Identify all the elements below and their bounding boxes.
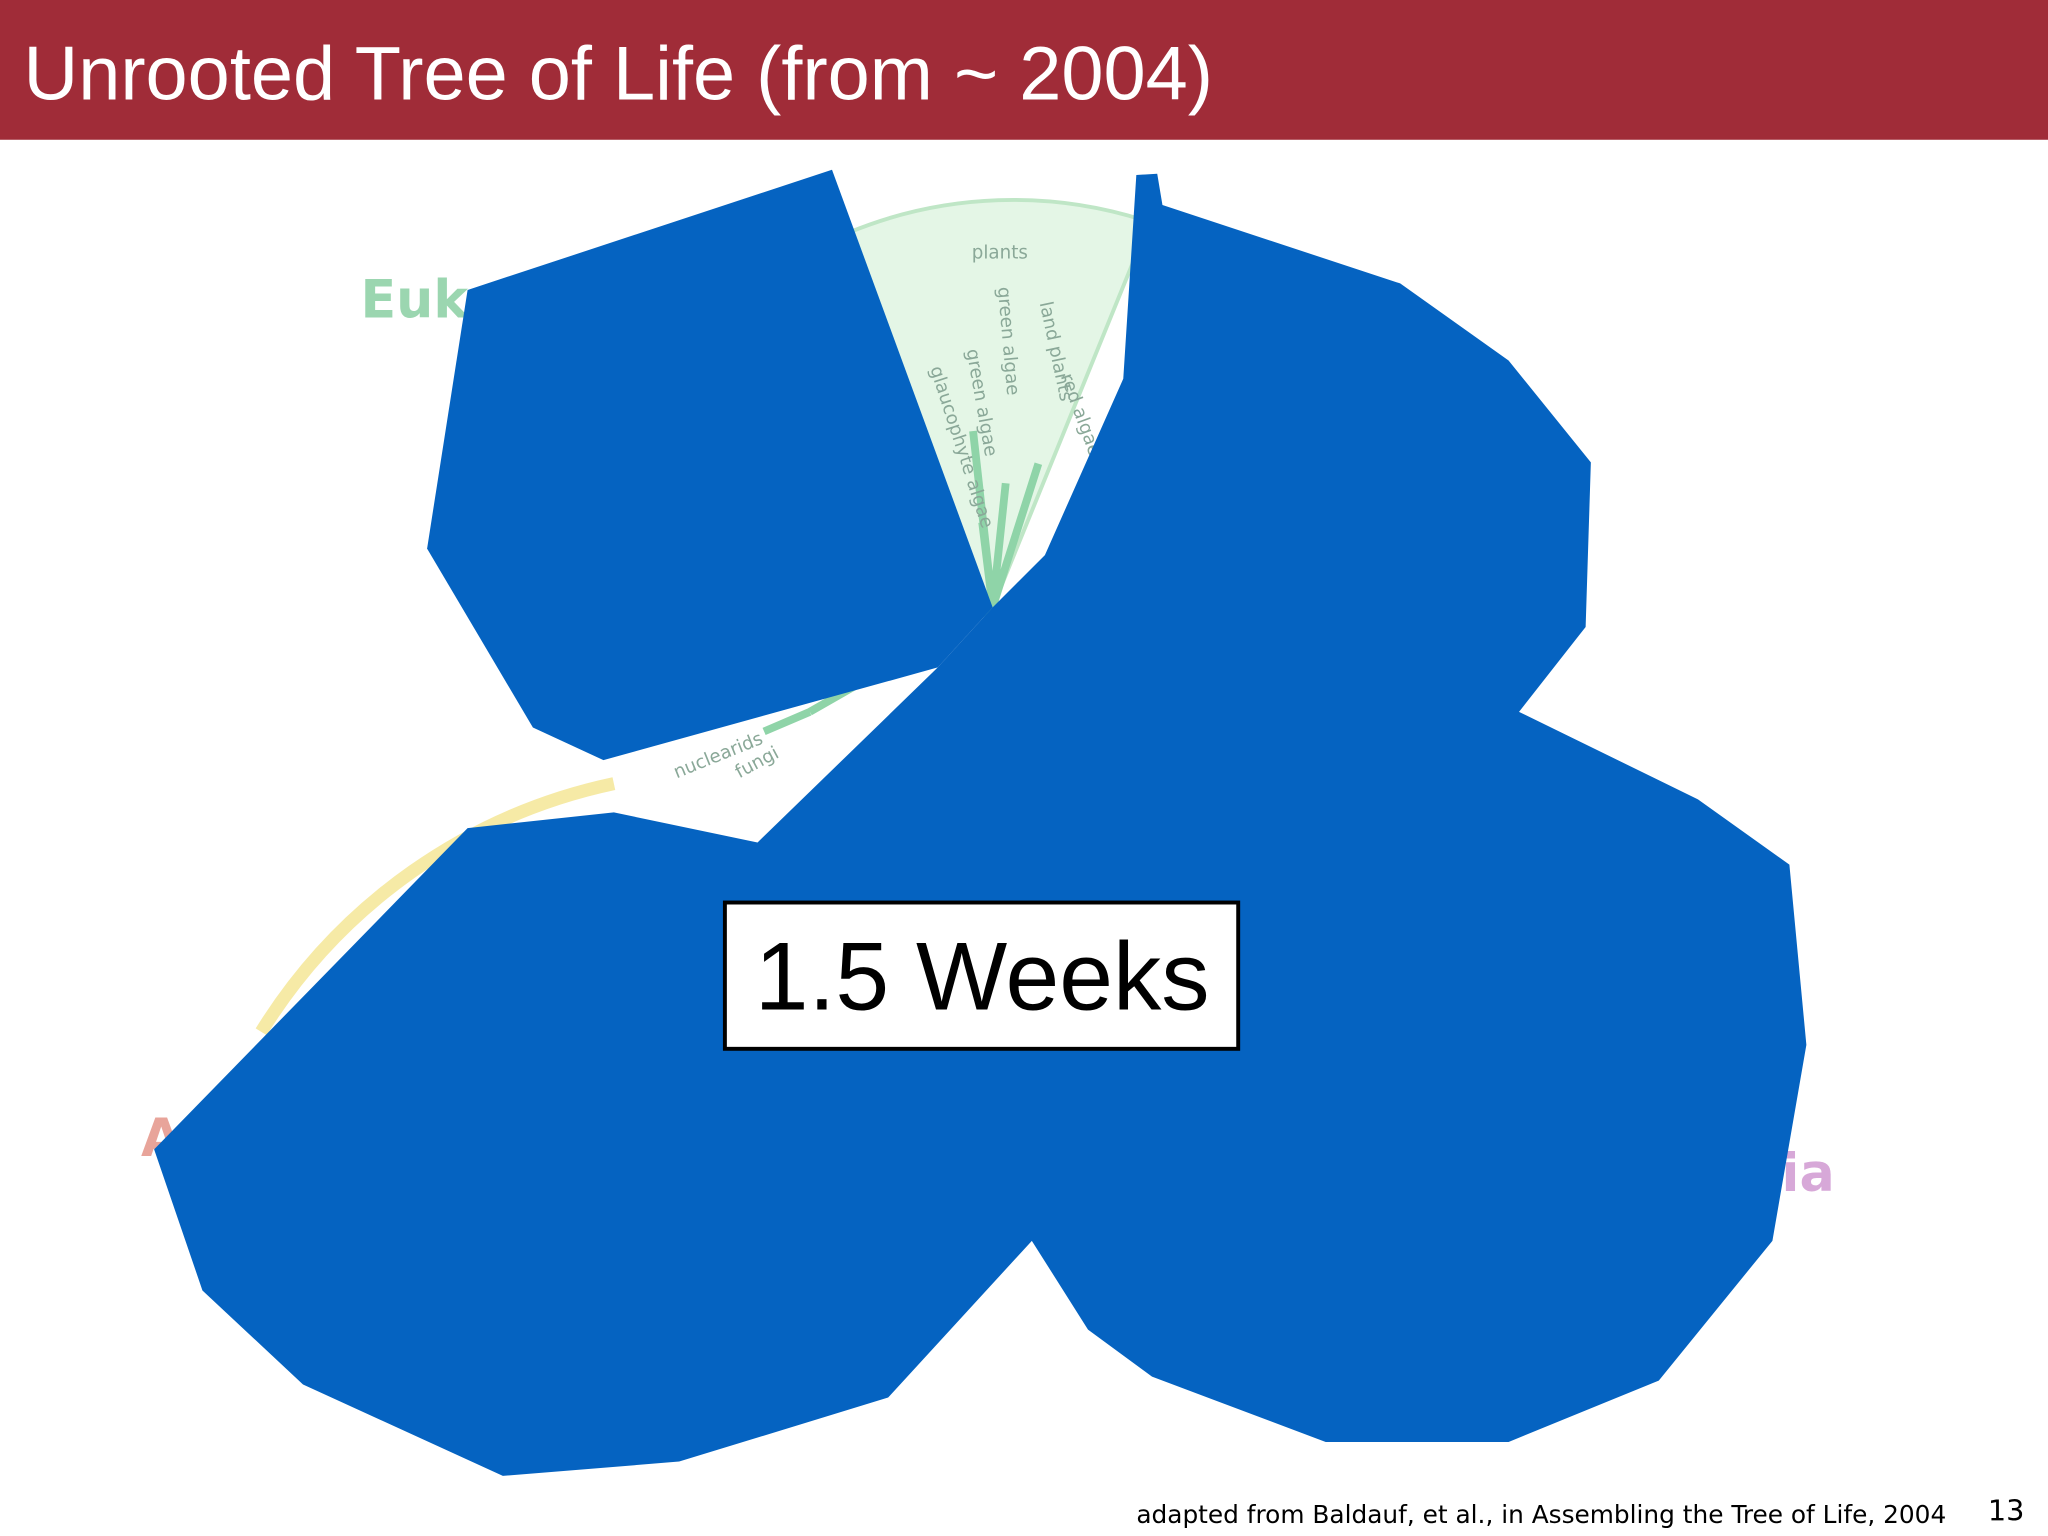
overlay-shape (427, 169, 993, 761)
page-number: 13 (1988, 1493, 2025, 1527)
title-bar (0, 0, 2048, 140)
archaea-arc (255, 777, 616, 1036)
label-box (722, 900, 1241, 1051)
slide-title: Unrooted Tree of Life (from ~ 2004) (24, 31, 1213, 116)
overlay-label: 1.5 Weeks (755, 924, 1210, 1031)
domain-label: Euk (360, 270, 469, 330)
branches (762, 430, 1043, 736)
domain-label: ia (1782, 1144, 1835, 1204)
overlay-shape (154, 173, 1807, 1476)
branch-label: plants (972, 243, 1028, 264)
citation: adapted from Baldauf, et al., in Assembl… (1136, 1500, 1946, 1529)
